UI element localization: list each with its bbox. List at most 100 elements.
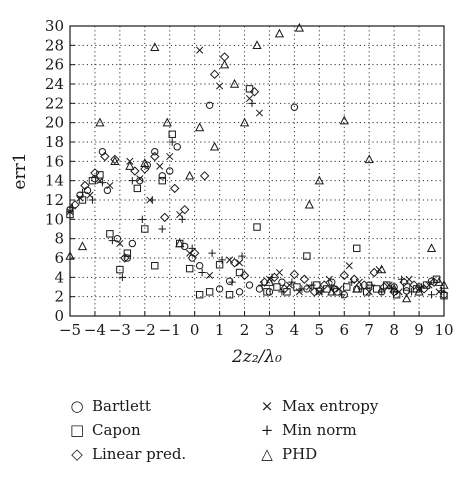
plus-data-point <box>258 281 266 289</box>
y-tick-label: 2 <box>54 288 64 306</box>
circle-data-point <box>265 288 274 296</box>
plus-data-point <box>397 275 406 283</box>
x-data-point <box>405 275 413 283</box>
circle-data-point <box>427 277 436 285</box>
square-data-point <box>225 291 234 299</box>
triangle-data-point <box>414 286 424 296</box>
y-tick-label: 14 <box>45 172 64 190</box>
square-data-point <box>273 283 281 291</box>
square-data-point <box>106 230 114 238</box>
circle-data-point <box>235 288 244 296</box>
square-data-point <box>353 244 361 253</box>
diamond-data-point <box>130 166 140 176</box>
square-data-point <box>343 283 351 291</box>
triangle-data-point <box>219 59 230 69</box>
diamond-data-point <box>170 183 180 194</box>
plot-frame <box>69 25 445 317</box>
x-axis-label: 2z₂/λ₀ <box>231 347 282 367</box>
plus-data-point <box>238 252 246 260</box>
plus-data-point <box>108 236 117 245</box>
plus-data-point <box>148 196 156 204</box>
y-tick-label: 28 <box>45 36 64 54</box>
x-data-point <box>226 256 234 264</box>
plus-data-point <box>158 225 166 233</box>
triangle-data-point <box>364 154 374 164</box>
x-tick-label: −4 <box>84 321 106 339</box>
x-data-point <box>425 281 433 289</box>
y-axis-label: err1 <box>10 152 30 189</box>
x-data-point <box>235 259 244 267</box>
plus-data-point <box>338 291 346 299</box>
circle-data-point <box>315 287 324 295</box>
circle-data-point <box>290 103 299 111</box>
circle-data-point <box>166 167 174 175</box>
x-data-point <box>325 275 333 283</box>
triangle-data-point <box>389 283 399 293</box>
plus-data-point <box>138 215 147 224</box>
diamond-data-point <box>409 280 419 290</box>
x-data-point <box>345 262 353 270</box>
diamond-data-point <box>299 274 310 284</box>
triangle-data-point <box>162 117 172 127</box>
x-tick-label: 9 <box>414 321 424 339</box>
grid-lines <box>69 25 445 317</box>
y-tick-label: 10 <box>45 210 64 228</box>
diamond-data-point <box>140 164 150 174</box>
y-tick-label: 18 <box>45 133 64 151</box>
square-data-point <box>372 285 381 293</box>
triangle-data-point <box>125 161 135 170</box>
y-tick-label: 24 <box>45 75 64 93</box>
diamond-data-point <box>199 171 210 181</box>
diamond-data-point <box>120 253 130 263</box>
triangle-data-point <box>314 175 324 185</box>
triangle-data-point <box>252 40 262 50</box>
x-tick-label: −2 <box>134 321 156 339</box>
diamond-data-point <box>319 280 330 290</box>
series-capon <box>66 85 448 300</box>
x-tick-label: 0 <box>190 321 200 339</box>
x-data-point <box>275 268 283 277</box>
square-data-point <box>116 265 124 274</box>
square-data-point <box>133 184 142 193</box>
plus-data-point <box>98 178 107 187</box>
triangle-data-point <box>140 158 150 167</box>
plus-data-point <box>308 281 316 289</box>
triangle-data-point <box>175 238 185 248</box>
x-tick-label: −1 <box>159 321 181 339</box>
diamond-data-point <box>369 267 379 278</box>
circle-data-point <box>136 176 144 185</box>
x-data-point <box>255 109 264 117</box>
plus-data-point <box>288 278 296 286</box>
x-tick-label: 8 <box>389 321 399 339</box>
circle-data-point <box>278 278 286 286</box>
x-data-point <box>106 181 114 190</box>
plus-data-point <box>78 188 87 196</box>
x-data-point <box>206 271 214 279</box>
plus-data-point <box>88 196 97 204</box>
y-tick-label: 8 <box>54 230 64 248</box>
diamond-data-point <box>309 287 320 297</box>
x-data-point <box>196 46 204 54</box>
plus-data-point <box>228 278 236 286</box>
circle-data-point <box>225 277 234 285</box>
square-data-point <box>141 225 149 233</box>
x-tick-label: 7 <box>364 321 374 339</box>
square-data-point <box>195 291 204 299</box>
triangle-data-point <box>264 277 275 286</box>
diamond-data-point <box>259 277 270 287</box>
triangle-data-point <box>294 22 305 32</box>
circle-data-point <box>245 281 254 289</box>
triangle-data-point <box>339 115 349 125</box>
x-data-point <box>365 288 373 296</box>
diamond-data-point <box>100 151 110 162</box>
triangle-data-point <box>209 141 220 151</box>
plus-data-point <box>178 215 186 224</box>
diamond-data-point <box>179 204 190 215</box>
triangle-data-point <box>327 286 337 296</box>
y-tick-label: 16 <box>45 152 64 170</box>
diamond-data-point <box>70 200 80 210</box>
square-data-point <box>185 264 194 273</box>
x-tick-label: 1 <box>215 321 225 339</box>
circle-data-point <box>98 147 107 156</box>
x-tick-label: 2 <box>240 321 250 339</box>
